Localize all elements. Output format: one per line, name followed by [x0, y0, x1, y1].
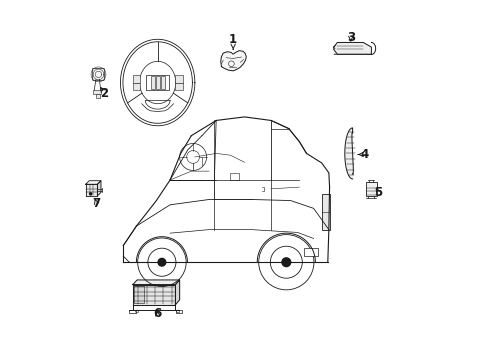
Bar [156, 76, 160, 89]
FancyBboxPatch shape [92, 68, 104, 80]
Bar [230, 173, 239, 180]
Polygon shape [85, 184, 97, 196]
Bar [304, 248, 317, 256]
Bar [175, 82, 183, 90]
Bar [150, 76, 155, 89]
Circle shape [282, 258, 290, 267]
Text: 6: 6 [153, 307, 162, 320]
Text: 3: 3 [346, 31, 354, 44]
Bar [321, 194, 329, 230]
Text: 4: 4 [357, 148, 368, 161]
Bar [134, 285, 143, 303]
Bar [161, 76, 165, 89]
Polygon shape [133, 284, 175, 305]
Polygon shape [133, 280, 179, 284]
Bar [366, 183, 376, 196]
Bar [132, 76, 140, 82]
Bar [96, 94, 100, 99]
Polygon shape [333, 42, 370, 54]
Polygon shape [344, 128, 353, 179]
Polygon shape [97, 181, 101, 196]
Bar [93, 90, 101, 94]
Polygon shape [220, 51, 246, 71]
Text: 1: 1 [228, 33, 237, 49]
Text: 2: 2 [100, 87, 108, 100]
Bar [132, 82, 140, 90]
Circle shape [89, 193, 92, 195]
Polygon shape [175, 280, 179, 305]
Polygon shape [85, 181, 101, 184]
Bar [175, 76, 183, 82]
Bar [146, 75, 169, 90]
Bar [176, 310, 182, 313]
Text: 5: 5 [374, 186, 382, 199]
Bar [129, 310, 135, 313]
Circle shape [158, 258, 165, 266]
Text: 7: 7 [92, 197, 100, 210]
